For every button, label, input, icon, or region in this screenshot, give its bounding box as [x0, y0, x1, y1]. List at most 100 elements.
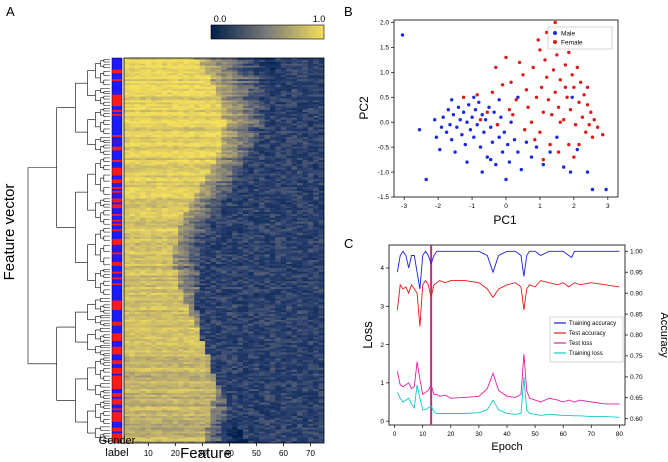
- heatmap-cell: [264, 148, 271, 151]
- heatmap-cell: [178, 129, 184, 132]
- heatmap-cell: [167, 212, 173, 215]
- heatmap-cell: [194, 246, 200, 249]
- heatmap-cell: [232, 156, 238, 159]
- heatmap-cell: [210, 223, 217, 226]
- heatmap-cell: [156, 248, 163, 251]
- heatmap-cell: [151, 83, 157, 86]
- heatmap-cell: [318, 183, 324, 186]
- heatmap-cell: [194, 129, 200, 132]
- heatmap-cell: [264, 79, 271, 82]
- heatmap-cell: [307, 156, 314, 159]
- heatmap-cell: [167, 267, 173, 271]
- heatmap-cell: [232, 146, 238, 149]
- heatmap-cell: [161, 242, 168, 246]
- heatmap-cell: [296, 144, 303, 147]
- heatmap-cell: [291, 238, 298, 242]
- heatmap-cell: [269, 73, 276, 76]
- heatmap-cell: [226, 221, 233, 224]
- heatmap-cell: [194, 65, 200, 68]
- heatmap-cell: [248, 240, 255, 244]
- heatmap-cell: [188, 227, 195, 230]
- heatmap-cell: [194, 92, 200, 95]
- heatmap-cell: [151, 258, 157, 261]
- heatmap-cell: [134, 104, 141, 107]
- heatmap-cell: [286, 252, 292, 255]
- heatmap-cell: [286, 61, 292, 65]
- heatmap-cell: [129, 86, 136, 90]
- heatmap-cell: [210, 75, 217, 78]
- heatmap-cell: [140, 90, 146, 93]
- heatmap-cell: [199, 96, 206, 99]
- heatmap-cell: [264, 283, 271, 286]
- heatmap-cell: [183, 238, 190, 242]
- heatmap-cell: [172, 185, 179, 188]
- heatmap-cell: [194, 136, 200, 140]
- heatmap-cell: [302, 100, 309, 103]
- heatmap-cell: [194, 269, 200, 272]
- heatmap-cell: [318, 208, 324, 211]
- heatmap-cell: [205, 254, 211, 257]
- heatmap-cell: [145, 102, 152, 105]
- heatmap-cell: [237, 285, 244, 288]
- heatmap-cell: [215, 267, 222, 271]
- heatmap-cell: [183, 181, 190, 184]
- heatmap-cell: [145, 84, 152, 88]
- heatmap-cell: [226, 231, 233, 234]
- heatmap-cell: [307, 158, 314, 161]
- heatmap-cell: [318, 136, 324, 140]
- heatmap-cell: [140, 202, 146, 205]
- heatmap-cell: [205, 285, 211, 288]
- heatmap-cell: [242, 192, 249, 195]
- heatmap-cell: [296, 213, 303, 217]
- heatmap-cell: [226, 256, 233, 259]
- heatmap-cell: [156, 231, 163, 234]
- heatmap-cell: [199, 100, 206, 103]
- heatmap-cell: [232, 121, 238, 124]
- heatmap-cell: [248, 212, 255, 215]
- heatmap-cell: [124, 240, 130, 244]
- heatmap-cell: [194, 192, 200, 195]
- heatmap-cell: [172, 260, 179, 263]
- heatmap-cell: [199, 144, 206, 147]
- heatmap-cell: [167, 100, 173, 103]
- heatmap-cell: [215, 67, 222, 70]
- heatmap-cell: [253, 271, 260, 274]
- heatmap-cell: [215, 240, 222, 244]
- heatmap-cell: [178, 275, 184, 278]
- gender-strip-male-row: [112, 77, 122, 80]
- heatmap-cell: [291, 196, 298, 199]
- heatmap-cell: [178, 133, 184, 136]
- heatmap-cell: [302, 109, 309, 113]
- heatmap-cell: [129, 133, 136, 136]
- heatmap-cell: [318, 83, 324, 86]
- heatmap-cell: [318, 202, 324, 205]
- heatmap-cell: [291, 183, 298, 186]
- heatmap-cell: [302, 61, 309, 65]
- heatmap-cell: [232, 59, 238, 63]
- heatmap-cell: [151, 279, 157, 282]
- heatmap-cell: [226, 215, 233, 219]
- heatmap-cell: [215, 283, 222, 286]
- heatmap-cell: [156, 190, 163, 194]
- heatmap-cell: [291, 150, 298, 153]
- heatmap-cell: [140, 135, 146, 138]
- heatmap-cell: [286, 235, 292, 238]
- heatmap-cell: [129, 254, 136, 257]
- heatmap-cell: [302, 144, 309, 147]
- heatmap-cell: [237, 175, 244, 178]
- heatmap-cell: [237, 227, 244, 230]
- heatmap-cell: [291, 210, 298, 213]
- heatmap-cell: [280, 269, 287, 272]
- heatmap-cell: [178, 183, 184, 186]
- heatmap-cell: [275, 83, 282, 86]
- heatmap-cell: [253, 250, 260, 253]
- heatmap-cell: [145, 267, 152, 271]
- heatmap-cell: [296, 244, 303, 247]
- heatmap-cell: [259, 136, 265, 140]
- heatmap-cell: [269, 163, 276, 167]
- heatmap-cell: [286, 98, 292, 101]
- heatmap-cell: [194, 104, 200, 107]
- heatmap-cell: [307, 90, 314, 93]
- heatmap-cell: [318, 285, 324, 288]
- heatmap-cell: [167, 273, 173, 276]
